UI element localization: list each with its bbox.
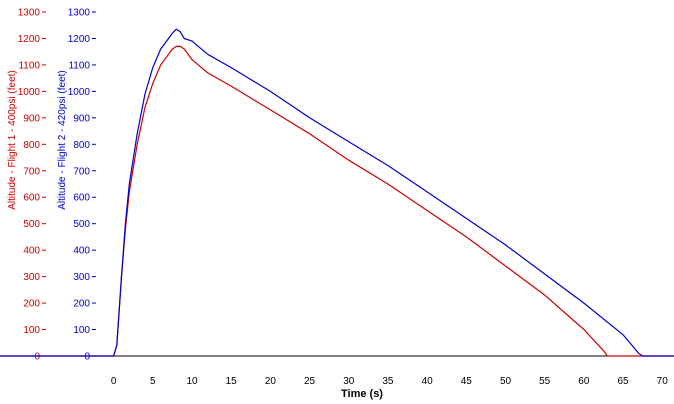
y-tick-label-flight-2: 600 — [73, 193, 90, 204]
y-tick-label-flight-2: 1200 — [68, 34, 91, 45]
x-tick-label: 70 — [657, 376, 669, 387]
y-axis-title-flight-1: Altitude - Flight 1 - 400psi (feet) — [7, 70, 18, 210]
y-tick-label-flight-2: 700 — [73, 166, 90, 177]
y-tick-label-flight-1: 500 — [23, 219, 40, 230]
y-tick-label-flight-1: 1100 — [18, 60, 40, 71]
x-tick-label: 25 — [304, 376, 316, 387]
x-tick-label: 20 — [265, 376, 277, 387]
y-tick-label-flight-1: 300 — [23, 272, 40, 283]
x-tick-label: 45 — [461, 376, 473, 387]
x-tick-label: 30 — [343, 376, 355, 387]
y-axis-flight-2: 0 100 200 300 400 500 600 700 800 900 1000 1100 1200… — [68, 8, 96, 363]
y-tick-label-flight-2: 0 — [84, 352, 90, 363]
series-line-flight-2 — [0, 28, 674, 357]
x-tick-label: 15 — [226, 376, 238, 387]
y-tick-label-flight-1: 700 — [23, 166, 40, 177]
y-tick-label-flight-1: 1300 — [18, 8, 41, 19]
y-tick-label-flight-2: 1300 — [68, 8, 91, 19]
x-tick-label: 5 — [150, 376, 156, 387]
y-tick-label-flight-2: 200 — [73, 299, 90, 310]
y-tick-label-flight-1: 1000 — [18, 87, 41, 98]
y-tick-label-flight-2: 400 — [73, 246, 90, 257]
y-tick-label-flight-1: 800 — [23, 140, 40, 151]
y-tick-label-flight-1: 200 — [23, 299, 40, 310]
series-line-flight-1 — [0, 45, 674, 357]
y-axis-title-flight-2: Altitude - Flight 2 - 420psi (feet) — [57, 70, 68, 210]
x-tick-label: 0 — [111, 376, 117, 387]
y-tick-label-flight-2: 500 — [73, 219, 90, 230]
y-tick-label-flight-2: 800 — [73, 140, 90, 151]
y-tick-label-flight-2: 100 — [73, 325, 90, 336]
x-tick-label: 65 — [617, 376, 629, 387]
x-tick-label: 55 — [539, 376, 551, 387]
y-tick-label-flight-2: 300 — [73, 272, 90, 283]
y-tick-label-flight-1: 900 — [23, 113, 40, 124]
y-tick-label-flight-2: 1000 — [68, 87, 91, 98]
y-tick-label-flight-2: 1100 — [68, 60, 90, 71]
x-tick-label: 50 — [500, 376, 512, 387]
y-tick-label-flight-1: 600 — [23, 193, 40, 204]
x-tick-label: 35 — [382, 376, 394, 387]
y-tick-label-flight-1: 400 — [23, 246, 40, 257]
y-axis-flight-1: 0 100 200 300 400 500 600 700 800 900 1000 1100 1200… — [18, 8, 46, 363]
x-tick-label: 40 — [422, 376, 434, 387]
x-axis-title: Time (s) — [341, 388, 383, 400]
x-tick-label: 60 — [578, 376, 590, 387]
series-layer — [0, 28, 674, 357]
y-tick-label-flight-2: 900 — [73, 113, 90, 124]
x-axis: 0 5 10 15 20 25 30 35 40 45 50 55 60 65 70 — [0, 355, 674, 387]
y-tick-label-flight-1: 100 — [23, 325, 40, 336]
y-tick-label-flight-1: 0 — [34, 352, 40, 363]
y-tick-label-flight-1: 1200 — [18, 34, 41, 45]
x-tick-label: 10 — [186, 376, 198, 387]
